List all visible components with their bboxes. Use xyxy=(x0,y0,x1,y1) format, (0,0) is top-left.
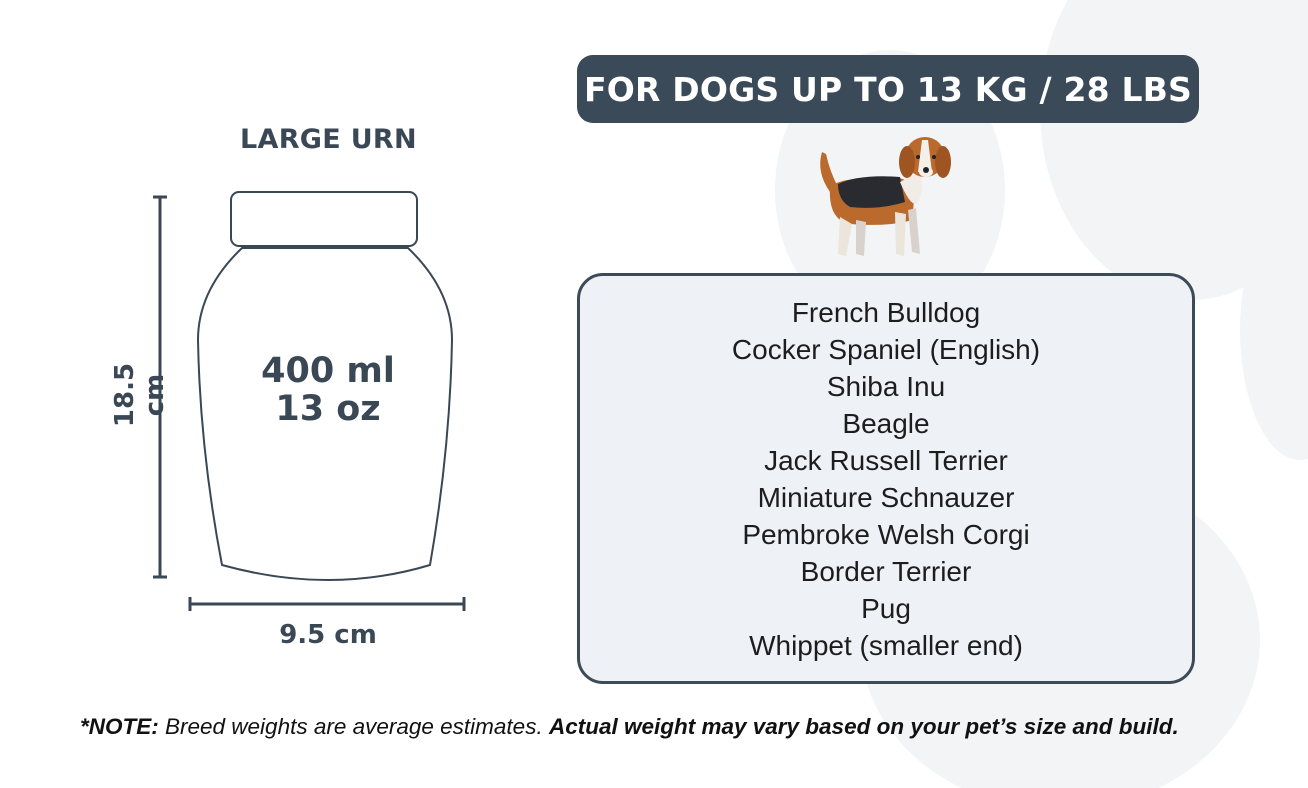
beagle-dog-icon xyxy=(820,137,951,256)
breed-item: Pembroke Welsh Corgi xyxy=(742,518,1030,550)
breed-item: Cocker Spaniel (English) xyxy=(731,333,1041,365)
breed-item: Shiba Inu xyxy=(826,370,946,402)
breed-item: Jack Russell Terrier xyxy=(764,444,1008,476)
breed-item: Pug xyxy=(861,592,911,624)
urn-title: LARGE URN xyxy=(240,124,417,155)
breed-item: Border Terrier xyxy=(800,555,972,587)
breed-item: French Bulldog xyxy=(791,296,981,328)
note-label: *NOTE: xyxy=(80,714,159,739)
width-dimension-line xyxy=(188,597,466,611)
breed-item: Beagle xyxy=(842,407,930,439)
height-label: 18.5 cm xyxy=(110,362,170,428)
disclaimer-note: *NOTE: Breed weights are average estimat… xyxy=(80,714,1179,740)
width-label: 9.5 cm xyxy=(279,620,377,650)
urn-volume: 400 ml 13 oz xyxy=(228,352,428,428)
weight-banner: FOR DOGS UP TO 13 KG / 28 LBS xyxy=(577,55,1199,123)
note-emphasis: Actual weight may vary based on your pet… xyxy=(548,714,1179,739)
breed-list: French Bulldog Cocker Spaniel (English) … xyxy=(577,273,1195,684)
volume-oz: 13 oz xyxy=(275,389,381,429)
breed-item: Whippet (smaller end) xyxy=(749,629,1023,661)
note-text: Breed weights are average estimates. xyxy=(158,714,549,739)
height-dimension-line xyxy=(153,195,167,579)
breed-item: Miniature Schnauzer xyxy=(757,481,1015,513)
urn-outline-icon xyxy=(153,191,466,611)
volume-ml: 400 ml xyxy=(261,351,395,391)
